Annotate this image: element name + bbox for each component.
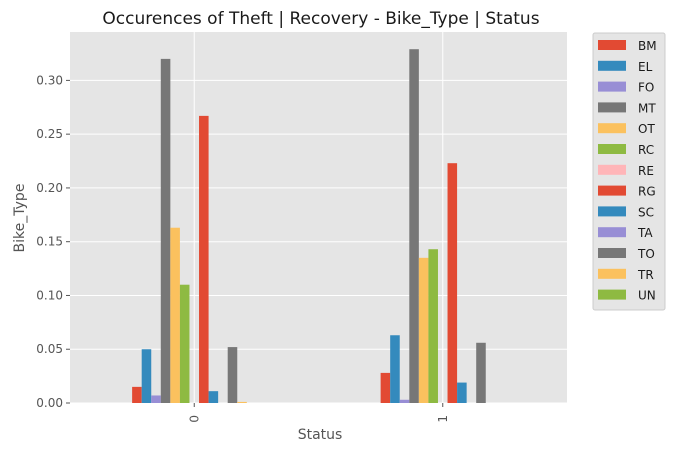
bar-bm-status-0 xyxy=(132,386,142,403)
legend-swatch-ot xyxy=(598,123,626,134)
legend-swatch-ta xyxy=(598,227,626,238)
y-tick-label: 0.15 xyxy=(36,235,63,249)
legend-swatch-el xyxy=(598,60,626,71)
bar-sc-status-0 xyxy=(208,391,219,403)
legend-label-el: EL xyxy=(638,60,653,74)
legend-label-to: TO xyxy=(637,247,655,261)
plot-background xyxy=(70,32,567,403)
legend-label-re: RE xyxy=(638,164,654,178)
chart-title: Occurences of Theft | Recovery - Bike_Ty… xyxy=(102,9,539,29)
bar-sc-status-1 xyxy=(457,382,467,403)
y-axis-label: Bike_Type xyxy=(12,184,28,253)
bar-tr-status-0 xyxy=(237,401,247,403)
y-tick-label: 0.10 xyxy=(36,288,63,302)
bar-rc-status-1 xyxy=(428,249,438,403)
legend-label-ta: TA xyxy=(637,226,653,240)
legend-label-ot: OT xyxy=(638,122,655,136)
legend-swatch-fo xyxy=(598,81,626,92)
bar-rg-status-1 xyxy=(447,163,458,403)
bar-to-status-1 xyxy=(476,342,486,403)
bar-mt-status-0 xyxy=(160,58,171,403)
bar-rc-status-0 xyxy=(179,284,190,403)
legend-label-tr: TR xyxy=(637,268,654,282)
legend-swatch-re xyxy=(598,164,626,175)
legend-label-rg: RG xyxy=(638,185,656,199)
x-axis-label: Status xyxy=(298,427,343,443)
legend-label-sc: SC xyxy=(638,205,654,219)
legend-swatch-un xyxy=(598,289,626,300)
legend-frame xyxy=(592,32,666,311)
legend-swatch-rc xyxy=(598,144,626,154)
bar-ot-status-0 xyxy=(170,227,180,403)
y-tick-label: 0.20 xyxy=(36,181,63,195)
y-tick-label: 0.30 xyxy=(36,73,63,87)
legend-swatch-sc xyxy=(598,206,626,217)
y-tick-label: 0.05 xyxy=(36,342,63,356)
bar-fo-status-0 xyxy=(151,395,161,403)
legend-swatch-bm xyxy=(598,40,626,50)
legend-label-mt: MT xyxy=(638,101,656,115)
legend-swatch-mt xyxy=(598,102,626,113)
legend-swatch-tr xyxy=(598,268,626,279)
bar-rg-status-0 xyxy=(199,115,209,403)
legend-label-rc: RC xyxy=(638,143,654,157)
legend-label-bm: BM xyxy=(638,39,657,53)
legend: BM EL FO MT OT RC RE RG SC TA TO TR UN xyxy=(592,32,666,311)
legend-label-un: UN xyxy=(638,289,656,303)
legend-swatch-to xyxy=(598,248,626,258)
y-tick-label: 0.25 xyxy=(36,127,63,141)
bar-el-status-0 xyxy=(141,349,152,403)
bar-mt-status-1 xyxy=(409,49,419,403)
bar-fo-status-1 xyxy=(399,399,410,403)
bar-el-status-1 xyxy=(390,335,400,403)
bar-to-status-0 xyxy=(227,347,238,403)
x-tick-label: 0 xyxy=(187,415,201,423)
bar-ot-status-1 xyxy=(418,257,429,403)
bar-bm-status-1 xyxy=(380,372,391,403)
legend-label-fo: FO xyxy=(638,81,654,95)
grid-lines xyxy=(70,32,567,404)
bars xyxy=(132,49,486,403)
y-axis-ticks: 0.00 0.05 0.10 0.15 0.20 0.25 0.30 xyxy=(36,73,70,410)
y-tick-label: 0.00 xyxy=(36,396,63,410)
legend-swatch-rg xyxy=(598,185,626,196)
x-tick-label: 1 xyxy=(436,415,450,423)
